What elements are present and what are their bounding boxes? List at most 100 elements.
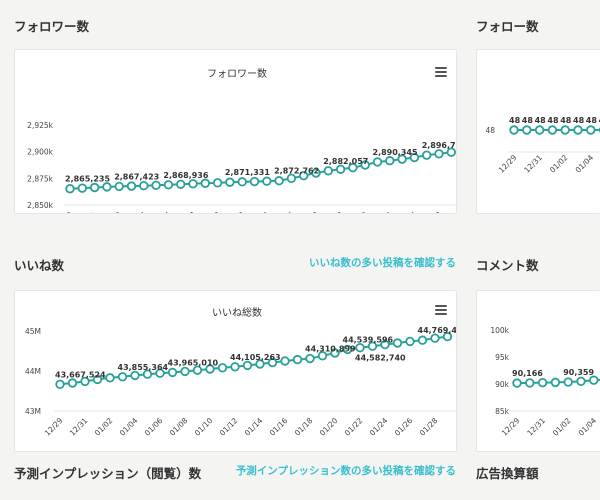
data-point [77, 183, 88, 193]
x-tick-label: 01/02 [102, 210, 124, 214]
data-label: 48 [560, 116, 572, 125]
data-point [65, 184, 75, 194]
hamburger-menu-icon[interactable] [435, 67, 447, 77]
data-point [563, 377, 573, 387]
data-point [589, 375, 599, 385]
data-point [348, 162, 358, 173]
data-point [117, 372, 128, 382]
likes-top-posts-link[interactable]: いいね数の多い投稿を確認する [309, 257, 456, 269]
likes-chart-card: いいね総数 43M 44M 45M 12/29 12/31 01/02 01/04 01/06 0… [14, 290, 457, 452]
data-point [525, 378, 535, 388]
data-point [262, 176, 272, 186]
data-point [372, 157, 383, 167]
data-point [422, 150, 432, 160]
data-point [305, 353, 315, 364]
x-tick-label: 01/06 [151, 210, 173, 214]
x-tick-label: 12/29 [497, 153, 519, 175]
data-point [586, 125, 596, 135]
following-chart: 4812/2912/3101/0201/0401/064848484848484… [485, 116, 600, 175]
data-label: 48 [586, 116, 598, 125]
x-tick-label: 01/06 [143, 416, 165, 438]
data-label: 43,667,524 [55, 370, 106, 379]
x-tick-label: 01/02 [93, 416, 115, 438]
data-point [330, 348, 340, 358]
data-label: 48 [522, 116, 534, 125]
data-point [163, 180, 174, 190]
comments-chart: 85k90k95k100k12/2912/3101/0201/0401/0690… [490, 326, 600, 438]
y-tick-label: 2,925k [27, 121, 53, 130]
y-tick-label: 85k [495, 407, 510, 416]
data-point [155, 368, 165, 378]
x-tick-label: 01/02 [551, 416, 573, 438]
data-label: 44,105,263 [230, 353, 281, 362]
data-point [417, 335, 428, 345]
data-label: 48 [509, 116, 521, 125]
data-label: 2,882,057 [323, 157, 368, 166]
x-tick-label: 12/31 [77, 210, 99, 214]
x-tick-label: 01/18 [299, 210, 321, 214]
data-label: 90,359 [563, 368, 594, 377]
data-point [550, 377, 561, 388]
data-point [534, 125, 545, 135]
chart-title: いいね総数 [212, 306, 262, 319]
y-tick-label: 90k [495, 380, 510, 389]
x-tick-label: 12/29 [500, 416, 522, 438]
data-point [537, 377, 548, 388]
data-point [130, 370, 140, 381]
x-tick-label: 01/04 [574, 153, 596, 175]
data-point [114, 181, 124, 192]
data-point [430, 333, 440, 343]
data-point [89, 182, 100, 193]
x-tick-label: 01/26 [393, 416, 415, 438]
data-point [139, 180, 149, 191]
x-tick-label: 01/18 [293, 416, 315, 438]
data-label: 90,166 [512, 369, 543, 378]
x-tick-label: 01/22 [348, 210, 370, 214]
data-label: 43,965,010 [168, 358, 219, 367]
data-point [397, 154, 407, 164]
data-point [317, 351, 328, 361]
data-label: 44,539,596 [343, 335, 394, 344]
x-tick-label: 01/12 [218, 416, 240, 438]
impressions-top-posts-link[interactable]: 予測インプレッション数の多い投稿を確認する [235, 465, 456, 477]
data-point [274, 176, 284, 186]
data-label: 48 [573, 116, 585, 125]
data-point [367, 341, 378, 351]
data-point [573, 125, 583, 135]
comments-section-title: コメント数 [476, 258, 539, 273]
followers-chart-card: フォロワー数 2,850k 2,875k 2,900k 2,925k 12/29 12/31… [14, 49, 457, 214]
data-point [142, 369, 153, 379]
chart-title: フォロワー数 [207, 67, 267, 80]
data-point [405, 336, 415, 347]
data-label: 44,582,740 [355, 354, 406, 363]
data-point [175, 179, 186, 190]
comments-chart-card: 85k90k95k100k12/2912/3101/0201/0401/0690… [476, 290, 600, 452]
data-label: 48 [535, 116, 547, 125]
data-point [434, 149, 444, 159]
data-point [151, 180, 161, 190]
data-point [205, 364, 215, 374]
data-point [217, 363, 228, 373]
data-point [299, 170, 309, 181]
data-point [167, 367, 178, 378]
data-label: 2,868,936 [163, 171, 208, 180]
y-tick-label: 100k [490, 326, 509, 335]
data-point [225, 177, 235, 187]
data-point [392, 338, 403, 348]
data-point [380, 339, 390, 350]
data-label: 48 [547, 116, 559, 125]
data-label: 2,867,423 [114, 172, 159, 181]
x-tick-label: 01/10 [193, 416, 215, 438]
x-tick-label: 01/04 [127, 210, 149, 214]
x-tick-label: 01/10 [200, 210, 222, 214]
data-point [335, 164, 346, 174]
data-point [522, 125, 532, 135]
data-point [323, 166, 333, 176]
data-point [200, 178, 210, 188]
x-tick-label: 01/28 [422, 210, 444, 214]
hamburger-menu-icon[interactable] [435, 305, 447, 315]
data-point [512, 378, 522, 388]
data-point [105, 373, 115, 383]
x-tick-label: 12/31 [68, 416, 90, 438]
data-point [311, 168, 321, 178]
